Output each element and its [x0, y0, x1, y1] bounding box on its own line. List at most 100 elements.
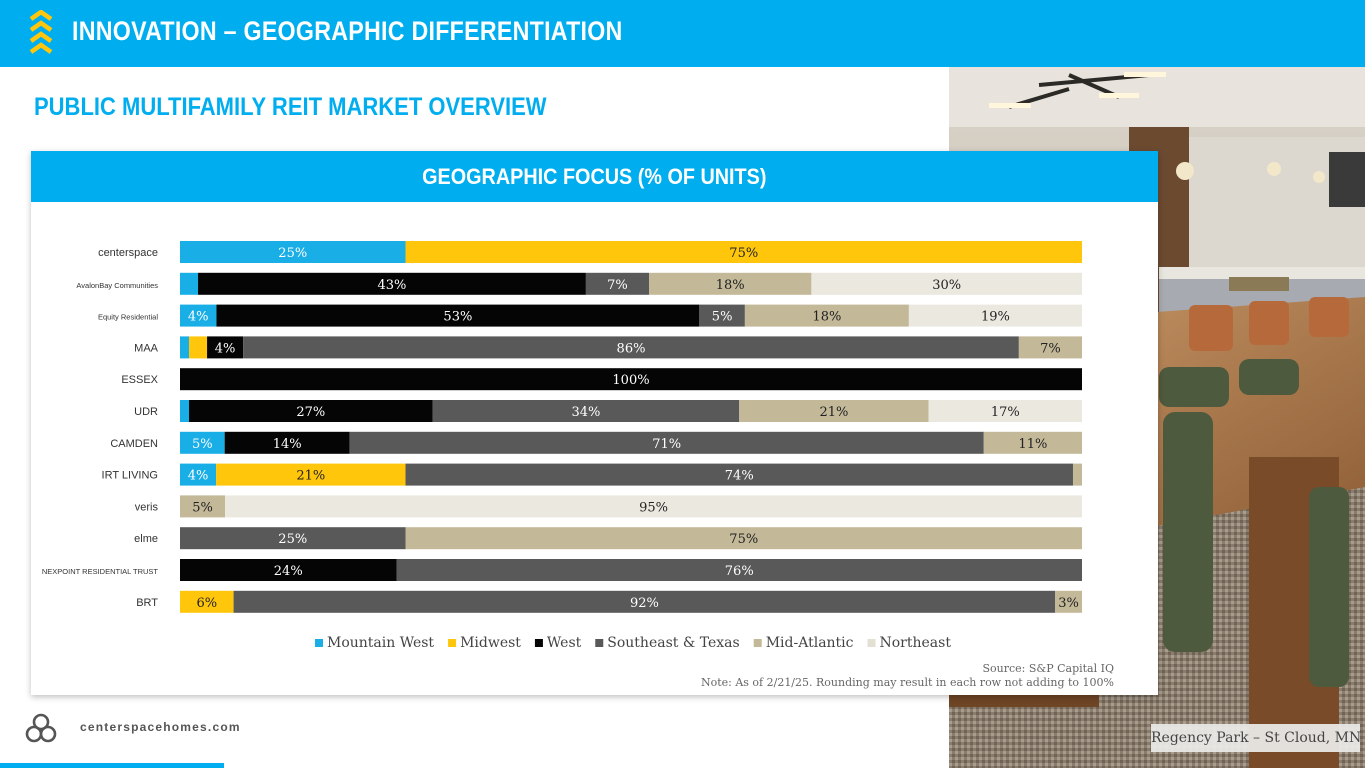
chart-title: GEOGRAPHIC FOCUS (% OF UNITS) [422, 164, 767, 189]
bar-irt-living-southeast-and-texas [405, 463, 1073, 486]
bar-udr-mid-atlantic [739, 400, 929, 422]
company-label-irt-living: IRT LIVING [102, 470, 158, 482]
data-label-centerspace-midwest: 75% [729, 246, 758, 261]
bar-brt-midwest [180, 590, 234, 613]
data-label-irt-living-mountain-west: 4% [188, 469, 209, 484]
bar-brt-southeast-and-texas [233, 590, 1056, 613]
bar-essex-west [180, 368, 1082, 391]
bar-avalonbay-communities-west [198, 272, 586, 295]
data-label-avalonbay-communities-southeast-and-texas: 7% [607, 278, 628, 293]
bar-avalonbay-communities-northeast [811, 272, 1082, 295]
data-label-avalonbay-communities-mid-atlantic: 18% [716, 278, 745, 293]
bar-elme-mid-atlantic [405, 527, 1082, 550]
bar-brt-mid-atlantic [1055, 590, 1082, 613]
legend-label-northeast: Northeast [880, 635, 952, 651]
data-label-udr-mid-atlantic: 21% [819, 405, 848, 420]
data-label-udr-southeast-and-texas: 34% [571, 405, 600, 420]
header-bar: INNOVATION – GEOGRAPHIC DIFFERENTIATION [0, 0, 1365, 67]
data-label-veris-mid-atlantic: 5% [192, 500, 213, 515]
footer-accent-bar [0, 763, 224, 768]
photo-caption-box: Regency Park – St Cloud, MN [1151, 724, 1362, 752]
legend-label-southeast-and-texas: Southeast & Texas [607, 635, 739, 651]
data-label-centerspace-mountain-west: 25% [278, 246, 307, 261]
chart-card: GEOGRAPHIC FOCUS (% OF UNITS) centerspac… [31, 151, 1158, 695]
bar-udr-west [189, 400, 433, 422]
data-label-camden-mountain-west: 5% [192, 437, 213, 452]
legend-label-midwest: Midwest [460, 635, 521, 651]
bar-elme-southeast-and-texas [180, 527, 406, 550]
data-label-udr-west: 27% [296, 405, 325, 420]
bar-maa-mountain-west [180, 336, 190, 359]
company-label-udr: UDR [134, 406, 158, 418]
bar-maa-midwest [189, 336, 208, 359]
data-label-camden-west: 14% [273, 437, 302, 452]
legend-swatch-northeast [867, 639, 876, 647]
geographic-focus-chart: centerspace AvalonBay Communities Equity R… [42, 241, 1115, 689]
data-label-brt-southeast-and-texas: 92% [630, 596, 659, 611]
data-label-equity-residential-southeast-and-texas: 5% [712, 310, 733, 325]
data-label-elme-mid-atlantic: 75% [729, 532, 758, 547]
bar-irt-living-mid-atlantic [1072, 463, 1082, 486]
page-title: INNOVATION – GEOGRAPHIC DIFFERENTIATION [72, 16, 623, 46]
footer-url[interactable]: centerspacehomes.com [80, 720, 241, 734]
data-label-brt-midwest: 6% [196, 596, 217, 611]
data-label-camden-southeast-and-texas: 71% [652, 437, 681, 452]
data-label-maa-mid-atlantic: 7% [1040, 341, 1061, 356]
bar-camden-mid-atlantic [983, 431, 1082, 454]
legend-label-west: West [547, 635, 582, 651]
company-label-essex: ESSEX [121, 374, 158, 386]
section-subtitle: PUBLIC MULTIFAMILY REIT MARKET OVERVIEW [34, 93, 547, 121]
company-label-avalonbay-communities: AvalonBay Communities [76, 281, 158, 290]
data-label-equity-residential-mid-atlantic: 18% [812, 310, 841, 325]
bar-centerspace-midwest [405, 241, 1082, 263]
bar-equity-residential-mountain-west [180, 304, 217, 327]
bar-camden-mountain-west [180, 431, 225, 454]
company-label-nexpoint-residential-trust: NEXPOINT RESIDENTIAL TRUST [42, 567, 159, 576]
bar-nexpoint-residential-trust-southeast-and-texas [396, 559, 1083, 581]
legend-swatch-mid-atlantic [753, 639, 762, 647]
data-label-avalonbay-communities-northeast: 30% [932, 278, 961, 293]
company-label-maa: MAA [134, 342, 159, 354]
bar-avalonbay-communities-mid-atlantic [649, 272, 812, 295]
bar-camden-west [224, 431, 350, 454]
chevron-stack-icon [29, 10, 53, 54]
data-label-essex-west: 100% [612, 373, 649, 388]
bar-udr-mountain-west [180, 400, 190, 422]
data-label-equity-residential-northeast: 19% [981, 310, 1010, 325]
bar-veris-mid-atlantic [180, 495, 226, 518]
legend-label-mid-atlantic: Mid-Atlantic [766, 635, 854, 651]
centerspace-logo-icon [25, 713, 57, 743]
data-label-udr-northeast: 17% [991, 405, 1020, 420]
data-label-irt-living-midwest: 21% [296, 469, 325, 484]
company-label-camden: CAMDEN [110, 438, 158, 450]
data-label-avalonbay-communities-west: 43% [378, 278, 407, 293]
bar-udr-southeast-and-texas [432, 400, 740, 422]
bar-equity-residential-west [216, 304, 700, 327]
legend-swatch-southeast-and-texas [595, 639, 604, 647]
legend-swatch-mountain-west [315, 639, 323, 647]
legend-label-mountain-west: Mountain West [327, 635, 434, 651]
bar-udr-northeast [928, 400, 1082, 422]
bar-nexpoint-residential-trust-west [180, 559, 397, 581]
chart-header: GEOGRAPHIC FOCUS (% OF UNITS) [31, 151, 1158, 202]
bar-maa-west [207, 336, 244, 359]
bar-avalonbay-communities-southeast-and-texas [585, 272, 650, 295]
bar-equity-residential-mid-atlantic [744, 304, 909, 327]
company-label-elme: elme [134, 533, 158, 545]
legend-swatch-midwest [448, 639, 457, 647]
bar-avalonbay-communities-mountain-west [180, 272, 199, 295]
data-label-equity-residential-west: 53% [443, 310, 472, 325]
chart-source: Source: S&P Capital IQ [983, 662, 1115, 675]
data-label-irt-living-southeast-and-texas: 74% [725, 469, 754, 484]
chart-note: Note: As of 2/21/25. Rounding may result… [701, 676, 1114, 689]
company-label-brt: BRT [136, 597, 158, 609]
company-label-equity-residential: Equity Residential [98, 313, 158, 322]
bar-veris-northeast [225, 495, 1083, 518]
legend-swatch-west [534, 639, 543, 647]
bar-irt-living-mountain-west [180, 463, 217, 486]
bar-equity-residential-northeast [908, 304, 1082, 327]
photo-caption: Regency Park – St Cloud, MN [1151, 730, 1362, 746]
bar-maa-southeast-and-texas [243, 336, 1019, 359]
data-label-brt-mid-atlantic: 3% [1058, 596, 1079, 611]
company-label-centerspace: centerspace [98, 247, 158, 259]
